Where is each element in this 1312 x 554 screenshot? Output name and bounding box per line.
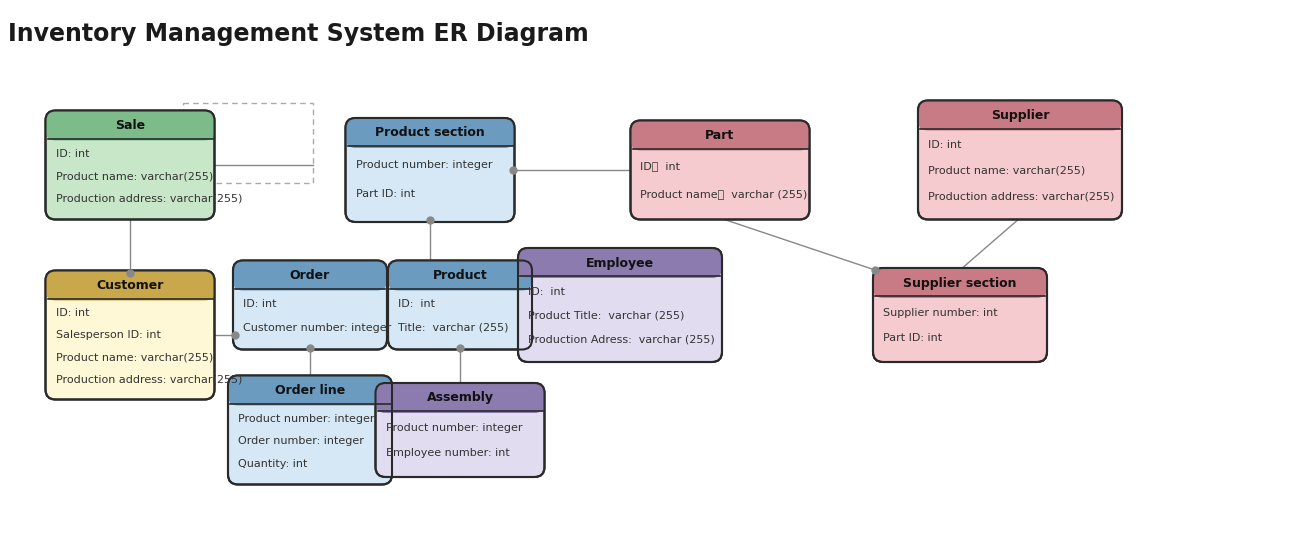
Text: Product: Product [433, 269, 487, 282]
Bar [182, 103, 314, 183]
Bar [378, 399, 542, 411]
FancyBboxPatch shape [228, 376, 392, 485]
Text: Production address: varchar(255): Production address: varchar(255) [55, 375, 241, 384]
Text: Assembly: Assembly [426, 392, 493, 404]
Bar [875, 284, 1044, 296]
FancyBboxPatch shape [631, 121, 810, 219]
FancyBboxPatch shape [631, 121, 810, 151]
Text: Production address: varchar(255): Production address: varchar(255) [928, 191, 1114, 201]
Bar [520, 264, 720, 276]
FancyBboxPatch shape [46, 110, 214, 219]
Text: ID: int: ID: int [243, 299, 277, 309]
FancyBboxPatch shape [375, 383, 544, 413]
Text: Product name: varchar(255): Product name: varchar(255) [928, 166, 1085, 176]
FancyBboxPatch shape [518, 248, 722, 278]
Text: Salesperson ID: int: Salesperson ID: int [55, 331, 160, 341]
Text: Product number: integer: Product number: integer [356, 160, 492, 170]
Text: ID:  int: ID: int [398, 299, 436, 309]
Bar [632, 136, 807, 148]
FancyBboxPatch shape [46, 270, 214, 300]
FancyBboxPatch shape [918, 100, 1122, 219]
Text: Product number: integer: Product number: integer [237, 414, 374, 424]
Text: Product number: integer: Product number: integer [386, 423, 522, 433]
Text: Production address: varchar(255): Production address: varchar(255) [55, 194, 241, 204]
Text: Employee: Employee [586, 257, 655, 269]
Text: Product name: varchar(255): Product name: varchar(255) [55, 352, 213, 362]
FancyBboxPatch shape [234, 260, 387, 290]
Bar [47, 286, 213, 299]
Text: ID：  int: ID： int [640, 161, 681, 171]
Text: Product name: varchar(255): Product name: varchar(255) [55, 171, 213, 181]
Text: Order: Order [290, 269, 331, 282]
Text: Production Adress:  varchar (255): Production Adress: varchar (255) [527, 335, 715, 345]
FancyBboxPatch shape [388, 260, 531, 350]
Text: ID: int: ID: int [55, 149, 89, 159]
Bar [390, 276, 530, 289]
Text: Customer number: integer: Customer number: integer [243, 323, 391, 333]
Text: Title:  varchar (255): Title: varchar (255) [398, 323, 509, 333]
Text: Product Title:  varchar (255): Product Title: varchar (255) [527, 311, 685, 321]
Text: ID: int: ID: int [55, 309, 89, 319]
Text: Order line: Order line [276, 384, 345, 397]
Text: Part ID: int: Part ID: int [356, 189, 415, 199]
FancyBboxPatch shape [388, 260, 531, 290]
Text: Product name：  varchar (255): Product name： varchar (255) [640, 189, 808, 199]
Bar [230, 392, 390, 403]
Text: Inventory Management System ER Diagram: Inventory Management System ER Diagram [8, 22, 589, 46]
Bar [920, 116, 1120, 129]
Text: Supplier number: int: Supplier number: int [883, 308, 997, 318]
Text: Supplier section: Supplier section [903, 276, 1017, 290]
FancyBboxPatch shape [918, 100, 1122, 131]
Text: ID:  int: ID: int [527, 287, 565, 297]
FancyBboxPatch shape [228, 376, 392, 406]
FancyBboxPatch shape [46, 270, 214, 399]
FancyBboxPatch shape [345, 118, 514, 148]
FancyBboxPatch shape [234, 260, 387, 350]
Text: Order number: integer: Order number: integer [237, 437, 363, 447]
FancyBboxPatch shape [518, 248, 722, 362]
Bar [47, 126, 213, 138]
Bar [348, 134, 513, 146]
FancyBboxPatch shape [46, 110, 214, 141]
Bar [235, 276, 384, 289]
Text: Customer: Customer [96, 279, 164, 292]
Text: Employee number: int: Employee number: int [386, 448, 509, 458]
Text: Sale: Sale [115, 119, 146, 132]
FancyBboxPatch shape [375, 383, 544, 477]
Text: ID: int: ID: int [928, 140, 962, 150]
Text: Product section: Product section [375, 126, 485, 140]
Text: Supplier: Supplier [991, 109, 1050, 122]
FancyBboxPatch shape [872, 268, 1047, 362]
Text: Part: Part [706, 129, 735, 142]
FancyBboxPatch shape [345, 118, 514, 222]
Text: Quantity: int: Quantity: int [237, 459, 307, 469]
FancyBboxPatch shape [872, 268, 1047, 298]
Text: Part ID: int: Part ID: int [883, 334, 942, 343]
